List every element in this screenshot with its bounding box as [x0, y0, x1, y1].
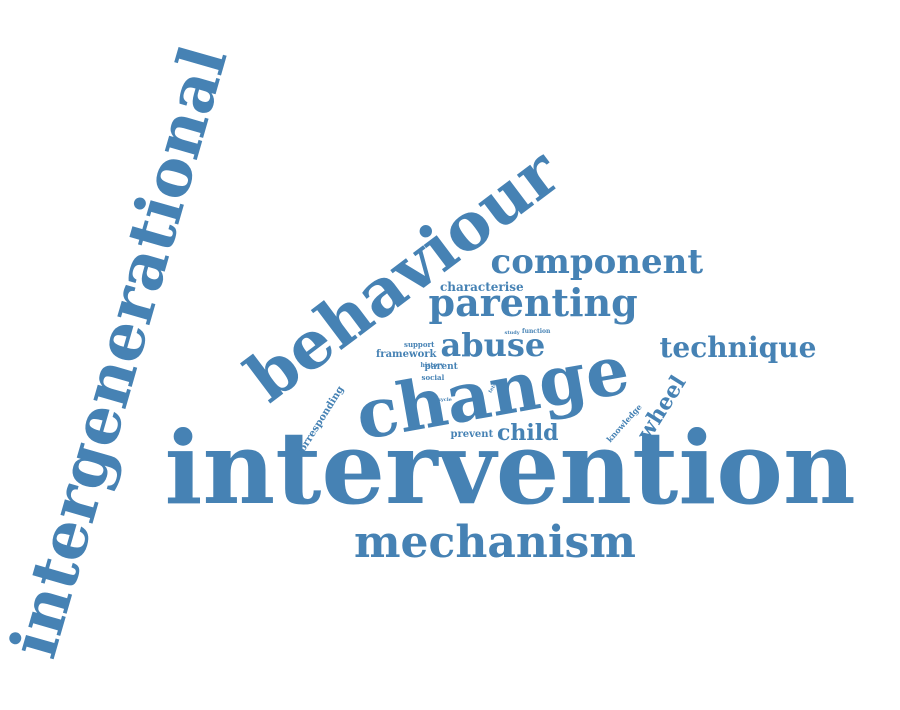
cloud-word-support: support — [404, 339, 435, 349]
cloud-word-parent: parent — [424, 361, 458, 372]
cloud-word-history: history — [420, 362, 444, 369]
cloud-word-study: study — [504, 329, 520, 336]
cloud-word-child: child — [497, 420, 559, 446]
cloud-word-abuse: abuse — [440, 326, 546, 364]
cloud-word-intervention: intervention — [164, 409, 856, 527]
cloud-word-component: component — [490, 242, 704, 282]
cloud-word-mechanism: mechanism — [354, 517, 636, 568]
cloud-word-intergenerational: intergenerational — [0, 37, 243, 666]
cloud-word-technique: technique — [659, 331, 817, 364]
cloud-word-framework: framework — [376, 349, 437, 360]
cloud-word-sycle: sycle — [438, 396, 452, 403]
cloud-word-prevent: prevent — [450, 429, 494, 440]
cloud-word-social: social — [421, 372, 445, 382]
cloud-word-characterise: characterise — [440, 280, 524, 294]
cloud-word-function: function — [522, 328, 551, 335]
cloud-word-parenting: parenting — [428, 280, 638, 325]
